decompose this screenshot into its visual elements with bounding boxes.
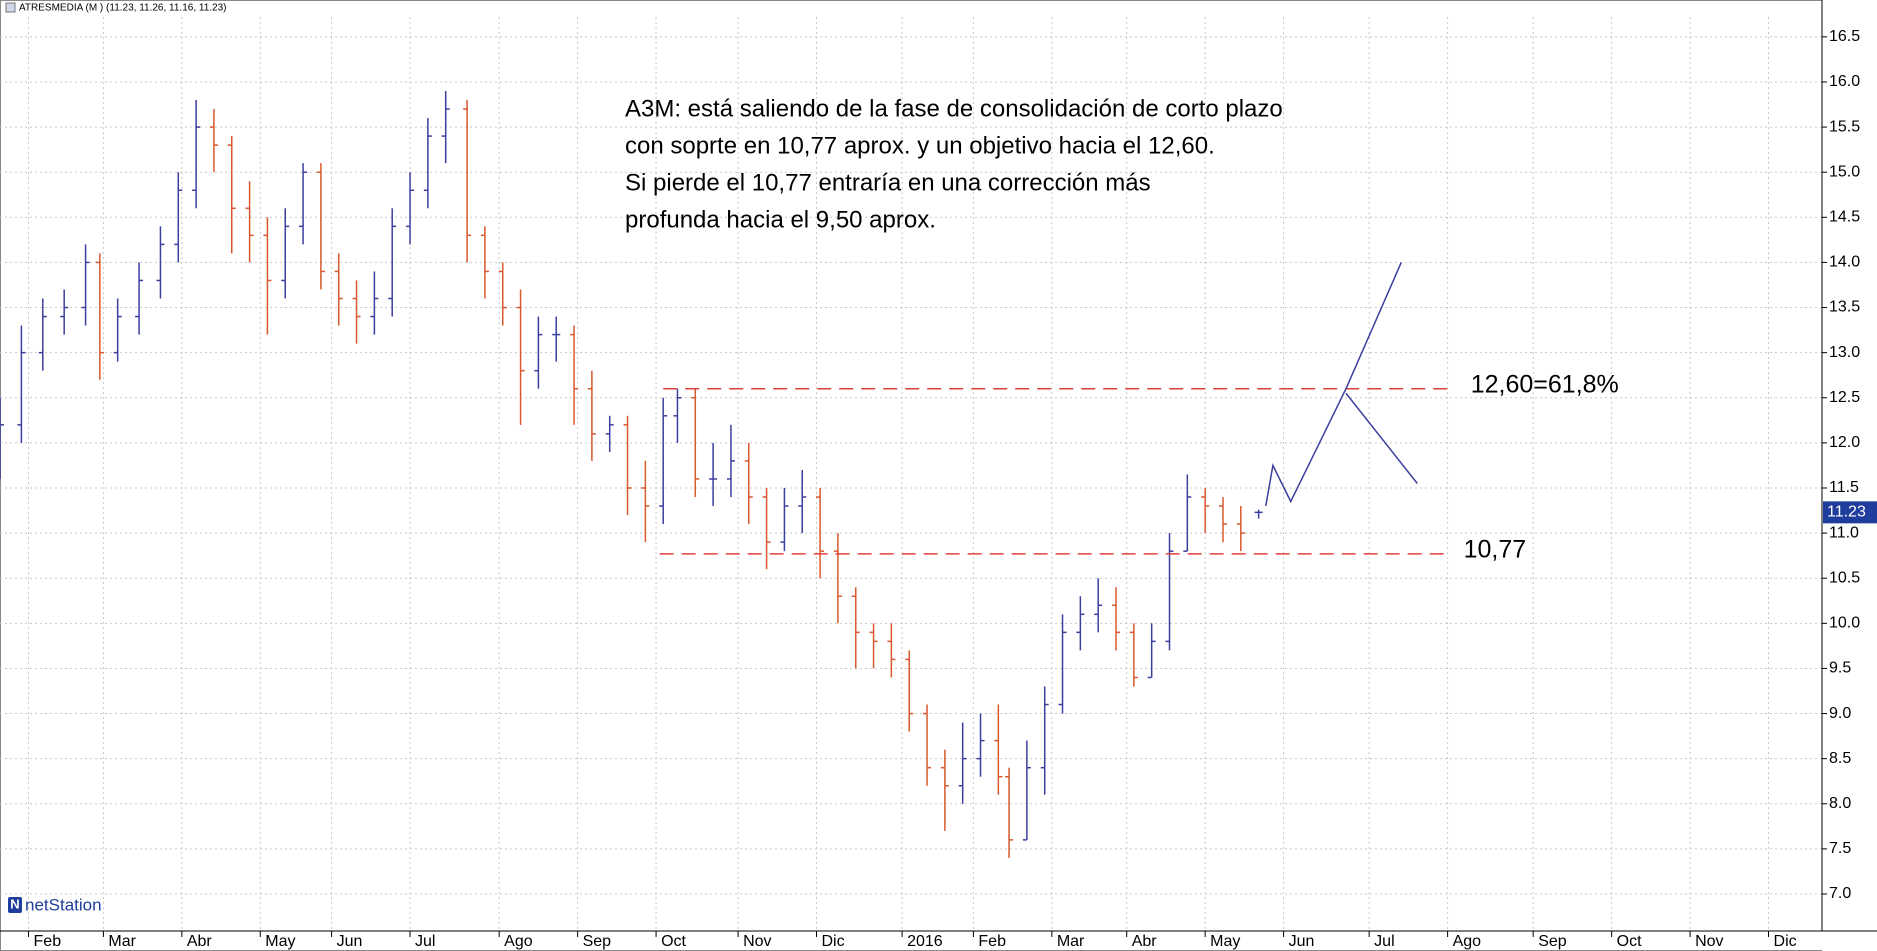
x-tick-label: Oct bbox=[661, 933, 686, 950]
brand-logo: N netStation bbox=[8, 895, 102, 914]
x-tick-label: May bbox=[1210, 933, 1240, 950]
y-tick-label: 15.0 bbox=[1829, 163, 1860, 180]
x-tick-label: Sep bbox=[1538, 933, 1567, 950]
y-tick-label: 7.0 bbox=[1829, 885, 1851, 902]
x-tick-label: Oct bbox=[1617, 933, 1642, 950]
y-tick-label: 11.5 bbox=[1829, 479, 1859, 496]
x-tick-label: Dic bbox=[1774, 933, 1797, 950]
y-tick-label: 14.5 bbox=[1829, 209, 1860, 226]
x-tick-label: May bbox=[265, 933, 295, 950]
x-tick-label: Ago bbox=[1453, 933, 1482, 950]
x-tick-label: Feb bbox=[34, 933, 62, 950]
y-tick-label: 13.0 bbox=[1829, 344, 1860, 361]
x-tick-label: Feb bbox=[978, 933, 1006, 950]
x-tick-label: Jul bbox=[1374, 933, 1394, 950]
grid bbox=[0, 17, 1822, 931]
x-tick-label: Dic bbox=[822, 933, 845, 950]
x-tick-label: Mar bbox=[1057, 933, 1085, 950]
y-tick-label: 11.0 bbox=[1829, 524, 1859, 541]
y-tick-label: 8.5 bbox=[1829, 750, 1851, 767]
y-tick-label: 10.0 bbox=[1829, 615, 1860, 632]
y-tick-label: 9.5 bbox=[1829, 660, 1851, 677]
projection-line bbox=[1265, 262, 1402, 507]
y-tick-label: 9.0 bbox=[1829, 705, 1851, 722]
last-price-label: 11.23 bbox=[1827, 504, 1866, 521]
x-tick-label: Sep bbox=[583, 933, 612, 950]
brand-name: netStation bbox=[25, 895, 102, 914]
annotation-line: A3M: está saliendo de la fase de consoli… bbox=[625, 95, 1283, 122]
brand-icon-letter: N bbox=[10, 896, 19, 911]
y-tick-label: 10.5 bbox=[1829, 569, 1860, 586]
annotation-line: profunda hacia el 9,50 aprox. bbox=[625, 206, 936, 233]
price-bars bbox=[0, 90, 1263, 858]
y-tick-label: 8.0 bbox=[1829, 795, 1851, 812]
x-tick-label: Nov bbox=[1695, 933, 1723, 950]
x-tick-label: Mar bbox=[108, 933, 136, 950]
y-tick-label: 16.0 bbox=[1829, 73, 1860, 90]
y-tick-label: 13.5 bbox=[1829, 299, 1860, 316]
x-tick-label: Abr bbox=[187, 933, 213, 950]
x-tick-label: 2016 bbox=[907, 933, 943, 950]
y-tick-label: 12.0 bbox=[1829, 434, 1860, 451]
x-tick-label: Jun bbox=[337, 933, 363, 950]
y-tick-label: 16.5 bbox=[1829, 28, 1860, 45]
y-axis-area bbox=[1822, 0, 1877, 951]
annotation-line: con soprte en 10,77 aprox. y un objetivo… bbox=[625, 132, 1215, 159]
x-tick-label: Nov bbox=[743, 933, 771, 950]
x-tick-label: Abr bbox=[1132, 933, 1158, 950]
x-tick-label: Ago bbox=[504, 933, 533, 950]
brand-icon bbox=[8, 897, 22, 913]
y-tick-label: 15.5 bbox=[1829, 118, 1860, 135]
y-tick-label: 14.0 bbox=[1829, 254, 1860, 271]
y-tick-label: 12.5 bbox=[1829, 389, 1860, 406]
x-tick-label: Jul bbox=[415, 933, 435, 950]
annotation-line: Si pierde el 10,77 entraría en una corre… bbox=[625, 169, 1151, 196]
y-tick-label: 7.5 bbox=[1829, 840, 1851, 857]
header-icon bbox=[5, 2, 16, 13]
level-label: 12,60=61,8% bbox=[1471, 370, 1619, 398]
level-label: 10,77 bbox=[1464, 535, 1527, 563]
header: ATRESMEDIA (M ) (11.23, 11.26, 11.16, 11… bbox=[19, 3, 227, 14]
x-tick-label: Jun bbox=[1289, 933, 1315, 950]
projection-line bbox=[1345, 392, 1418, 484]
last-price-tag bbox=[1823, 501, 1877, 524]
